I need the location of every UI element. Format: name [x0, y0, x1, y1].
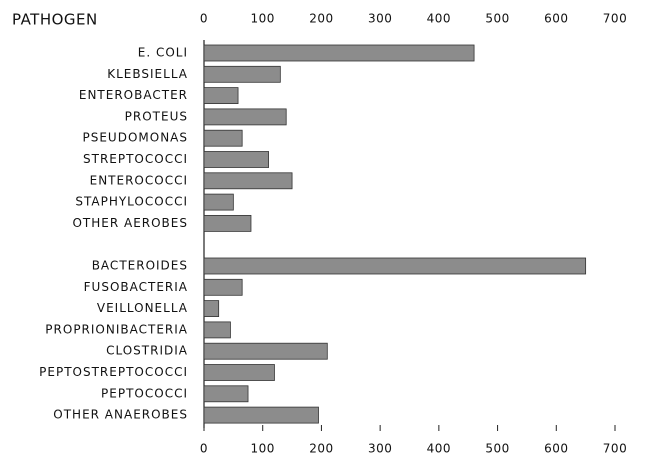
y-tick-label: E. COLI — [138, 46, 188, 60]
y-tick-label: PEPTOSTREPTOCOCCI — [39, 365, 188, 379]
chart-title: PATHOGEN — [12, 11, 98, 29]
bar — [203, 87, 239, 104]
y-tick-label: STREPTOCOCCI — [83, 152, 188, 166]
x-tick-label-bottom: 0 — [200, 442, 208, 456]
x-tick-label-top: 100 — [251, 12, 275, 26]
bar — [203, 151, 269, 168]
bar — [203, 321, 231, 339]
y-tick-label: VEILLONELLA — [97, 301, 188, 315]
x-tick-label-top: 500 — [485, 12, 509, 26]
y-tick-label: PROTEUS — [125, 109, 188, 123]
x-tick-label-bottom: 200 — [309, 442, 333, 456]
x-tick-label-bottom: 600 — [544, 442, 568, 456]
bar — [203, 406, 319, 424]
x-tick-label-top: 700 — [603, 12, 627, 26]
y-tick-label: PSEUDOMONAS — [82, 131, 188, 145]
bar — [203, 257, 587, 275]
x-tick-label-top: 200 — [309, 12, 333, 26]
x-tick-label-bottom: 100 — [251, 442, 275, 456]
y-tick-label: PROPRIONIBACTERIA — [45, 322, 188, 336]
bar — [203, 300, 220, 318]
bar — [203, 129, 243, 147]
bar — [203, 172, 293, 190]
bar — [203, 214, 252, 232]
bar — [203, 44, 475, 62]
y-tick-label: PEPTOCOCCI — [101, 386, 188, 400]
bar — [203, 65, 281, 83]
y-tick-label: FUSOBACTERIA — [84, 280, 188, 294]
bar — [203, 193, 234, 211]
y-tick-label: ENTEROBACTER — [79, 88, 188, 102]
y-tick-label: ENTEROCOCCI — [90, 173, 188, 187]
x-tick-label-top: 600 — [544, 12, 568, 26]
x-tick-label-bottom: 400 — [427, 442, 451, 456]
y-tick-label: STAPHYLOCOCCI — [75, 195, 188, 209]
y-tick-label: BACTEROIDES — [92, 259, 188, 273]
x-tick-label-top: 0 — [200, 12, 208, 26]
bar — [203, 278, 243, 296]
bar — [203, 342, 328, 360]
y-tick-label: CLOSTRIDIA — [106, 344, 188, 358]
bar — [203, 385, 249, 403]
x-tick-label-bottom: 500 — [485, 442, 509, 456]
y-tick-label: OTHER ANAEROBES — [53, 408, 188, 422]
y-tick-label: KLEBSIELLA — [107, 67, 188, 81]
bar — [203, 364, 275, 381]
bar — [203, 108, 287, 126]
x-tick-label-bottom: 700 — [603, 442, 627, 456]
x-tick-label-top: 400 — [427, 12, 451, 26]
x-tick-label-top: 300 — [368, 12, 392, 26]
y-tick-label: OTHER AEROBES — [72, 216, 188, 230]
x-tick-label-bottom: 300 — [368, 442, 392, 456]
